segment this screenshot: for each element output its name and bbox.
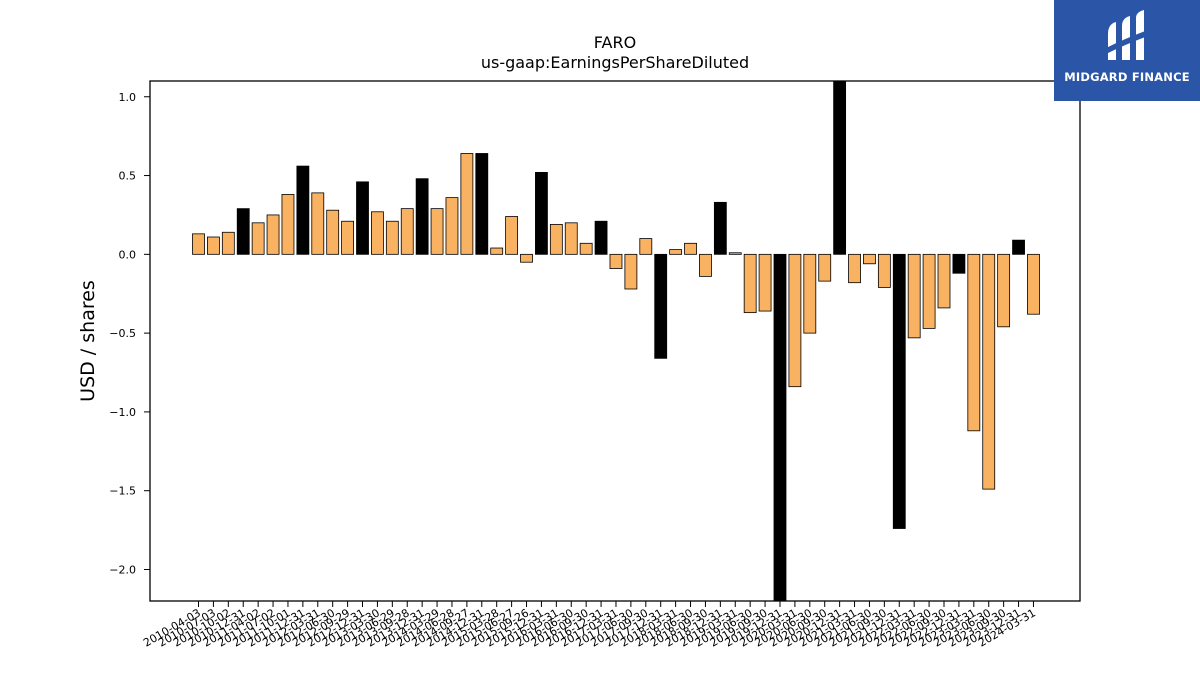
bar-2015-12-31: [535, 171, 548, 255]
bar-2011-07-02: [266, 214, 280, 255]
bar-2018-06-30: [684, 242, 697, 255]
brand-logo: MIDGARD FINANCE: [1054, 0, 1200, 101]
bar-2023-03-31: [967, 253, 981, 432]
y-tick-label: 0.0: [119, 248, 137, 261]
bars-group: [192, 80, 1040, 602]
bar-2019-12-31: [773, 253, 787, 602]
midgard-logo-icon: [1106, 10, 1148, 60]
chart-title: FARO: [594, 33, 636, 52]
bar-2020-03-31: [788, 253, 802, 388]
bar-2012-03-31: [311, 192, 325, 255]
bar-2021-09-30: [877, 253, 891, 288]
y-tick-label: −0.5: [109, 327, 136, 340]
bar-2022-12-31: [952, 253, 966, 274]
bar-2015-09-26: [520, 253, 533, 263]
bar-2022-09-30: [937, 253, 951, 309]
bar-2018-12-31: [713, 201, 727, 255]
bar-2015-06-27: [505, 216, 519, 255]
y-tick-label: 0.5: [119, 170, 137, 183]
bar-2012-09-29: [341, 220, 355, 255]
bar-2022-03-31: [907, 253, 921, 339]
bar-2021-03-31: [848, 253, 861, 284]
bar-2016-09-30: [579, 242, 593, 255]
bar-2024-03-31: [1027, 253, 1040, 315]
bar-2010-07-03: [207, 236, 220, 255]
bar-2016-03-31: [549, 223, 563, 255]
bar-2020-12-31: [833, 80, 847, 255]
bar-2013-03-30: [371, 211, 384, 255]
bar-2012-12-31: [356, 181, 369, 255]
bar-2023-09-30: [997, 253, 1011, 328]
bar-2023-06-30: [982, 253, 996, 490]
x-ticks-group: 2010-04-032010-07-032010-10-022010-12-31…: [141, 601, 1038, 650]
bar-2013-06-29: [385, 220, 399, 255]
bar-2019-06-30: [743, 253, 757, 314]
bar-2012-06-30: [326, 209, 340, 255]
bar-2020-06-30: [803, 253, 817, 334]
bar-2013-12-31: [415, 178, 429, 255]
bar-2021-06-30: [863, 253, 876, 265]
bar-2011-04-02: [251, 222, 265, 255]
brand-name: MIDGARD FINANCE: [1064, 70, 1190, 84]
bar-2018-09-30: [699, 253, 712, 277]
bar-2021-12-31: [892, 253, 906, 529]
bar-2017-03-31: [609, 253, 623, 269]
bar-2017-06-30: [624, 253, 638, 290]
bar-2017-12-31: [654, 253, 668, 359]
y-axis-label: USD / shares: [77, 280, 99, 402]
y-tick-label: 1.0: [119, 91, 137, 104]
bar-2014-03-29: [430, 208, 444, 255]
bar-2010-12-31: [236, 208, 250, 255]
bar-2016-12-31: [594, 220, 608, 255]
bar-2022-06-30: [922, 253, 936, 329]
bar-2019-03-31: [728, 252, 742, 255]
bar-2023-12-31: [1012, 239, 1025, 255]
bar-2019-09-30: [758, 253, 772, 312]
y-tick-label: −2.0: [109, 563, 136, 576]
y-tick-label: −1.0: [109, 406, 136, 419]
y-ticks-group: 1.0 0.5 0.0 −0.5 −1.0 −1.5 −2.0: [109, 91, 150, 576]
bar-2017-09-30: [639, 238, 653, 255]
bar-2011-12-31: [296, 165, 310, 255]
bar-2011-10-01: [281, 194, 295, 255]
bar-2015-03-28: [490, 247, 504, 255]
bar-2010-10-02: [221, 231, 235, 255]
bar-2018-03-31: [669, 249, 683, 255]
bar-2020-09-30: [818, 253, 832, 282]
bar-2014-06-28: [445, 197, 459, 255]
bar-2014-09-27: [460, 153, 474, 255]
chart-subtitle: us-gaap:EarningsPerShareDiluted: [481, 53, 749, 72]
bar-2010-04-03: [192, 233, 205, 255]
bar-2013-09-28: [400, 208, 414, 255]
y-tick-label: −1.5: [109, 485, 136, 498]
plot-frame: [149, 80, 1081, 602]
bar-2016-06-30: [564, 222, 578, 255]
bar-2014-12-31: [475, 153, 489, 255]
